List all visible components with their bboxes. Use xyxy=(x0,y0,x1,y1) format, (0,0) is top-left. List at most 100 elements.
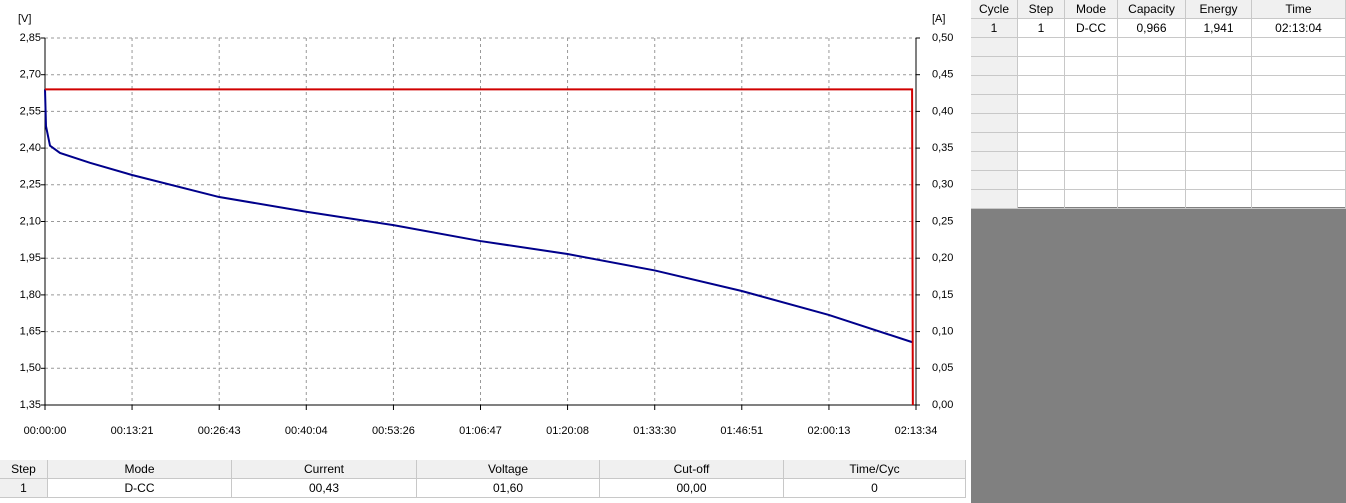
y-tick-label: 2,10 xyxy=(20,215,41,227)
table-cell xyxy=(1065,133,1118,152)
y-tick-label: 1,35 xyxy=(20,399,41,411)
column-header: Cycle xyxy=(971,0,1018,19)
table-cell xyxy=(971,38,1018,57)
table-cell xyxy=(971,133,1018,152)
table-cell: 1,941 xyxy=(1186,19,1252,38)
x-tick-label: 00:26:43 xyxy=(198,425,241,437)
table-cell xyxy=(971,57,1018,76)
y-tick-label: 2,55 xyxy=(20,105,41,117)
table-cell: 0,966 xyxy=(1118,19,1186,38)
table-cell: 01,60 xyxy=(417,479,600,498)
y-axis-label: [V] xyxy=(18,13,31,25)
table-cell: 1 xyxy=(1018,19,1065,38)
table-cell xyxy=(1186,152,1252,171)
table-cell xyxy=(1065,171,1118,190)
table-cell xyxy=(1018,190,1065,209)
table-cell xyxy=(1065,57,1118,76)
table-cell xyxy=(1252,152,1346,171)
x-tick-label: 00:13:21 xyxy=(111,425,154,437)
table-cell: D-CC xyxy=(48,479,232,498)
table-cell xyxy=(1065,152,1118,171)
y-tick-label: 1,80 xyxy=(20,289,41,301)
table-body xyxy=(971,0,1346,207)
column-header: Step xyxy=(0,460,48,479)
table-cell xyxy=(1252,190,1346,209)
x-tick-label: 01:46:51 xyxy=(720,425,763,437)
table-cell xyxy=(1186,171,1252,190)
y-tick-label: 2,70 xyxy=(20,69,41,81)
table-cell xyxy=(1252,133,1346,152)
table-cell xyxy=(1252,95,1346,114)
y-tick-label: 1,65 xyxy=(20,326,41,338)
table-cell xyxy=(1252,171,1346,190)
column-header: Energy xyxy=(1186,0,1252,19)
table-cell xyxy=(1018,114,1065,133)
table-cell: D-CC xyxy=(1065,19,1118,38)
column-header: Capacity xyxy=(1118,0,1186,19)
step-panel: Step Mode Current Voltage Cut-off Time/Cyc 1 D-… xyxy=(0,460,966,503)
table-cell xyxy=(1065,114,1118,133)
table-cell xyxy=(1118,190,1186,209)
table-cell xyxy=(1252,76,1346,95)
table-cell xyxy=(971,95,1018,114)
y-tick-label: 2,25 xyxy=(20,179,41,191)
y2-tick-label: 0,30 xyxy=(932,179,953,191)
table-cell xyxy=(971,171,1018,190)
table-cell: 0 xyxy=(784,479,966,498)
table-cell xyxy=(1065,38,1118,57)
table-cell xyxy=(1186,190,1252,209)
table-cell xyxy=(971,114,1018,133)
table-cell xyxy=(1118,38,1186,57)
x-tick-label: 00:53:26 xyxy=(372,425,415,437)
y2-tick-label: 0,25 xyxy=(932,215,953,227)
y2-axis-label: [A] xyxy=(932,13,945,25)
series-line xyxy=(45,88,914,406)
table-cell xyxy=(1118,57,1186,76)
table-cell xyxy=(1065,190,1118,209)
column-header: Time/Cyc xyxy=(784,460,966,479)
table-cell xyxy=(1118,171,1186,190)
table-cell xyxy=(1252,38,1346,57)
y2-tick-label: 0,00 xyxy=(932,399,953,411)
x-tick-label: 02:13:34 xyxy=(895,425,938,437)
table-cell: 02:13:04 xyxy=(1252,19,1346,38)
y2-tick-label: 0,10 xyxy=(932,326,953,338)
table-cell: 00,43 xyxy=(232,479,417,498)
column-header: Cut-off xyxy=(600,460,784,479)
y2-tick-label: 0,50 xyxy=(932,32,953,44)
table-cell xyxy=(1018,133,1065,152)
x-tick-label: 02:00:13 xyxy=(808,425,851,437)
table-cell xyxy=(1018,171,1065,190)
x-tick-label: 01:33:30 xyxy=(633,425,676,437)
y-tick-label: 2,85 xyxy=(20,32,41,44)
y2-tick-label: 0,35 xyxy=(932,142,953,154)
y2-tick-label: 0,05 xyxy=(932,362,953,374)
table-cell xyxy=(1118,152,1186,171)
table-cell xyxy=(1018,38,1065,57)
series-line xyxy=(44,89,913,344)
y2-tick-label: 0,15 xyxy=(932,289,953,301)
x-tick-label: 01:20:08 xyxy=(546,425,589,437)
x-tick-label: 00:40:04 xyxy=(285,425,328,437)
y2-tick-label: 0,20 xyxy=(932,252,953,264)
table-cell xyxy=(1186,57,1252,76)
chart: [V] [A] 1,35 1,50 1,65 1,80 1,95 2,10 2,25 2,40… xyxy=(18,13,953,437)
table-cell xyxy=(1118,114,1186,133)
table-cell xyxy=(1186,114,1252,133)
table-cell xyxy=(1065,76,1118,95)
table-cell xyxy=(1018,95,1065,114)
y-tick-label: 1,95 xyxy=(20,252,41,264)
table-cell xyxy=(1186,38,1252,57)
y2-tick-label: 0,40 xyxy=(932,105,953,117)
table-cell xyxy=(1018,57,1065,76)
x-tick-label: 01:06:47 xyxy=(459,425,502,437)
column-header: Time xyxy=(1252,0,1346,19)
y2-tick-label: 0,45 xyxy=(932,69,953,81)
cycle-panel: Cycle Step Mode Capacity Energy Time 1 1 D-CC 0,9… xyxy=(971,0,1346,503)
table-cell xyxy=(1186,76,1252,95)
table-cell xyxy=(1018,76,1065,95)
column-header: Current xyxy=(232,460,417,479)
table-cell xyxy=(1065,95,1118,114)
column-header: Step xyxy=(1018,0,1065,19)
